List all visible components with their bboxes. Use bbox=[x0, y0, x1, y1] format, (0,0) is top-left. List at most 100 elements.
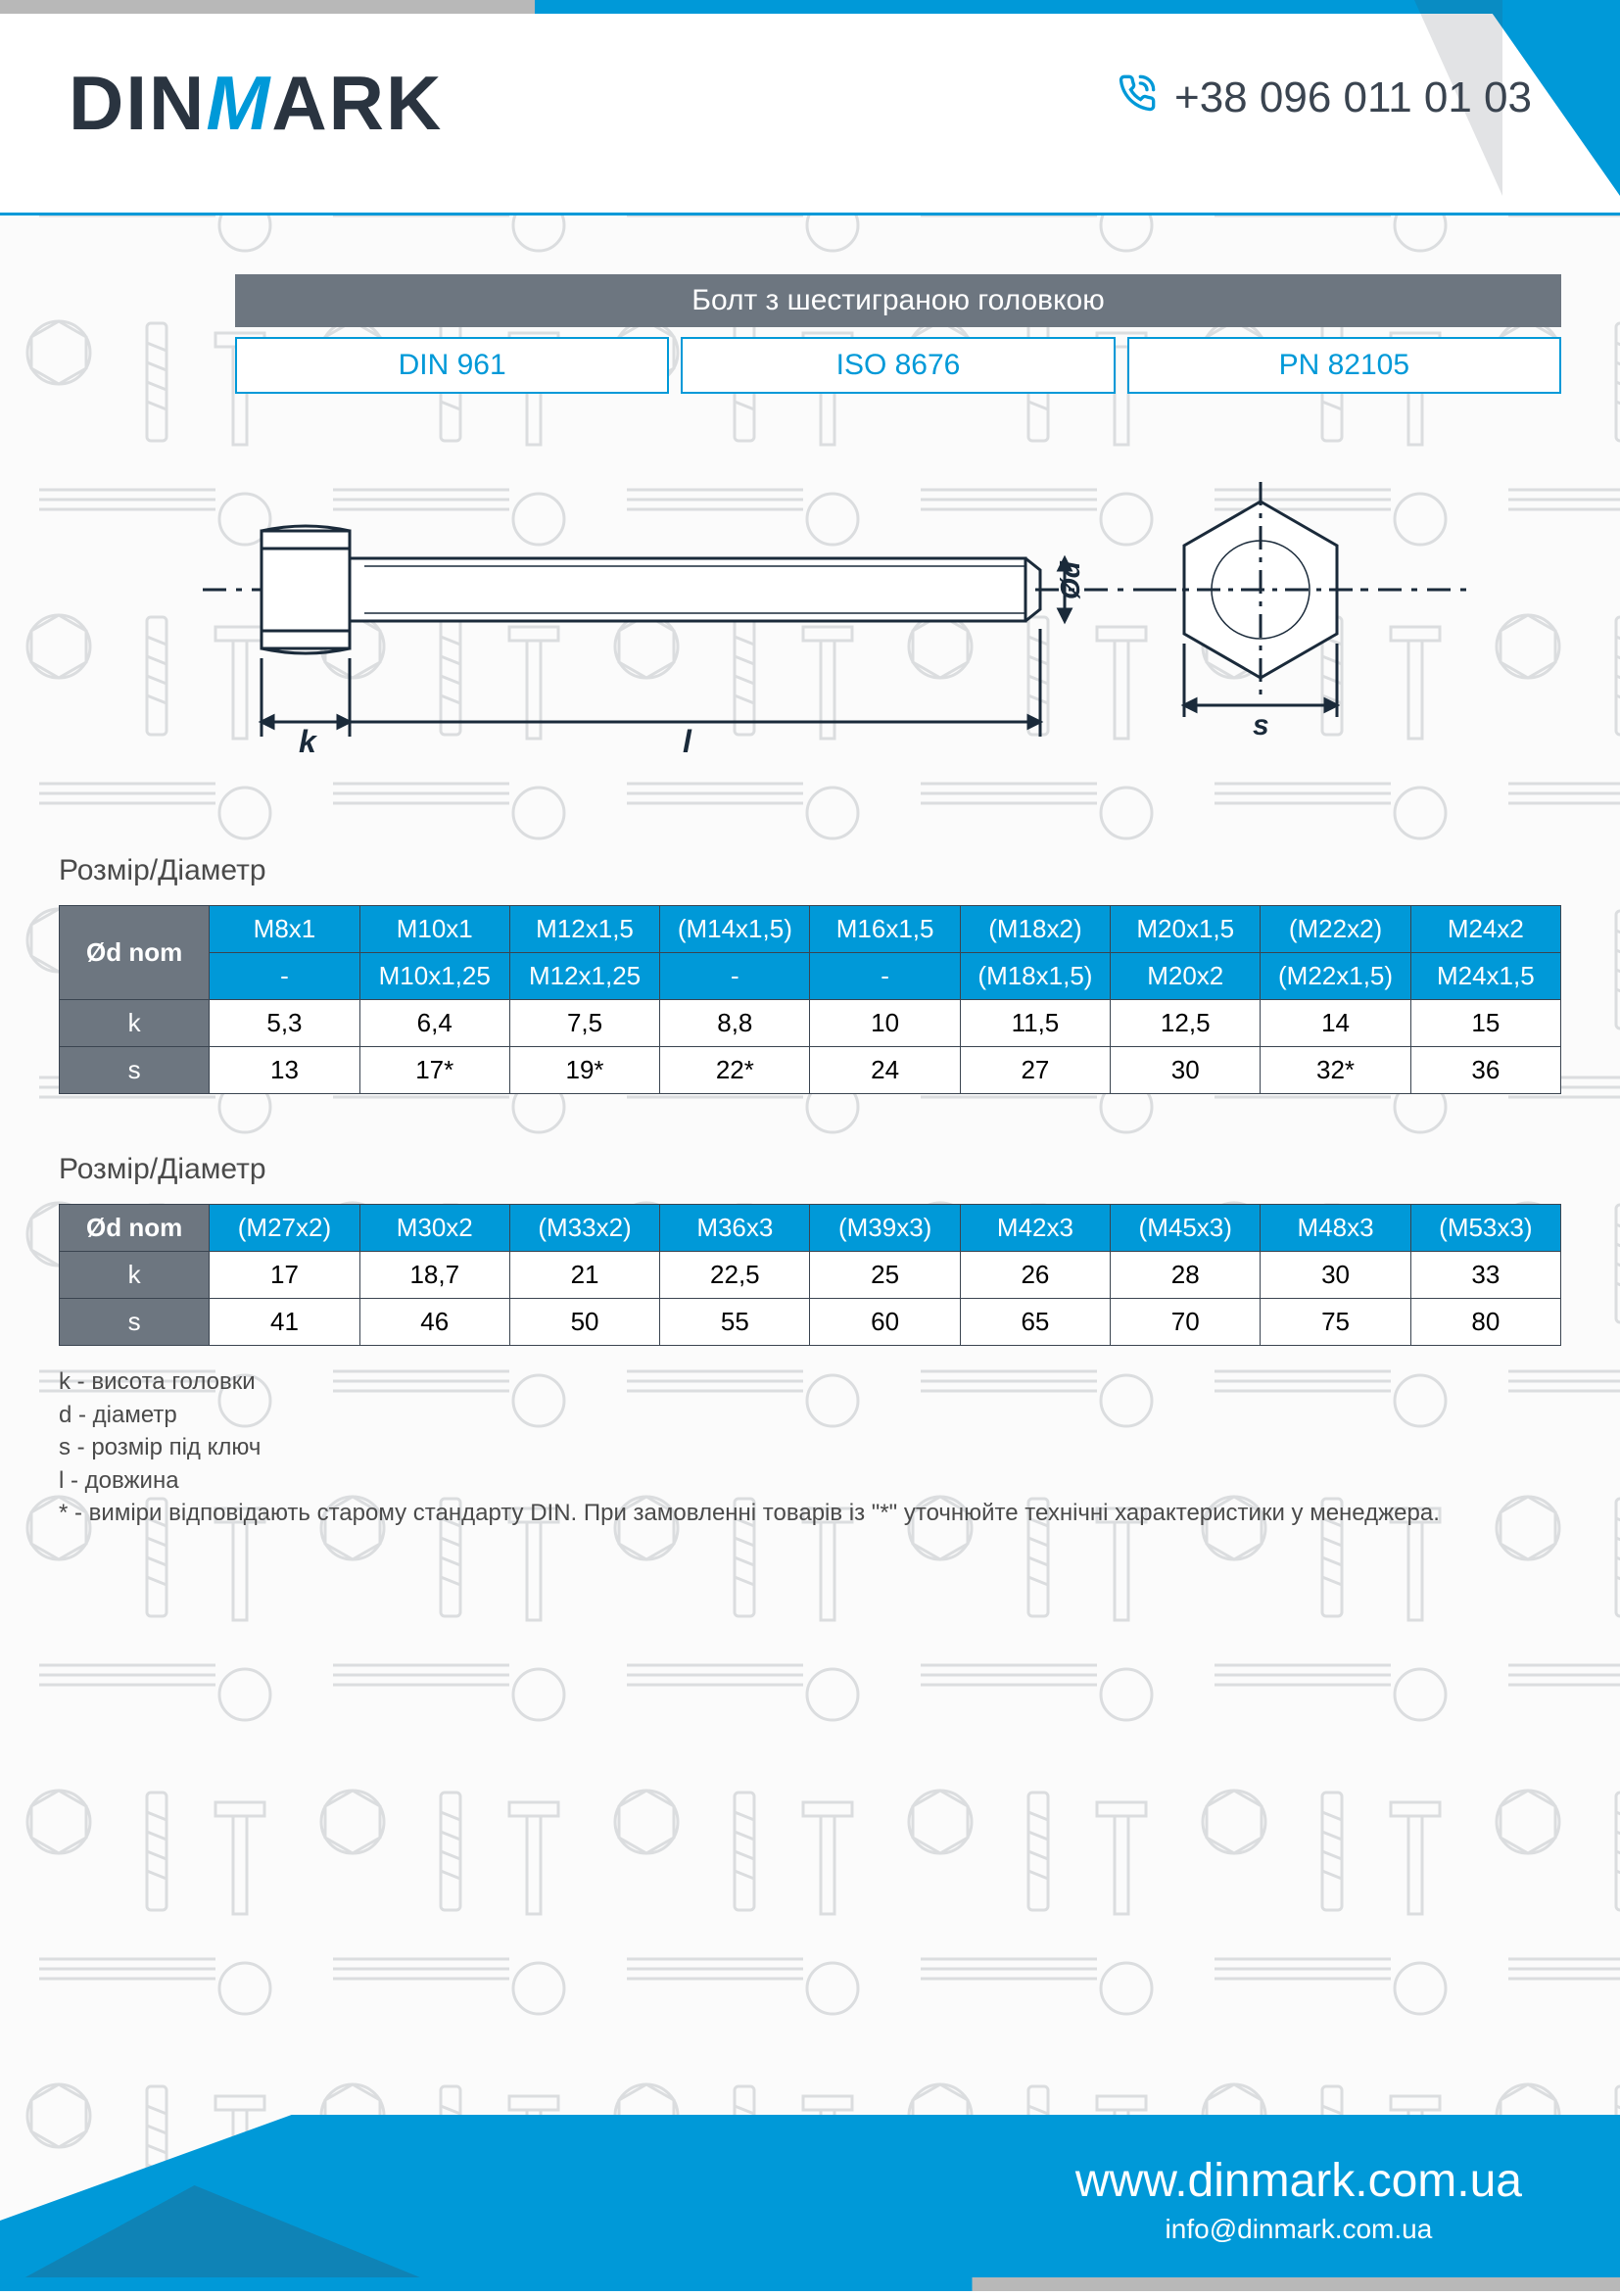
standard-cell: ISO 8676 bbox=[681, 337, 1115, 394]
row-label: s bbox=[60, 1047, 210, 1094]
col-header: (M14x1,5) bbox=[660, 906, 810, 953]
logo-text-m: M bbox=[206, 60, 271, 146]
table-row: k 5,3 6,4 7,5 8,8 10 11,5 12,5 14 15 bbox=[60, 1000, 1561, 1047]
logo-text-pre: DIN bbox=[69, 60, 206, 146]
row-label: k bbox=[60, 1252, 210, 1299]
cell: 28 bbox=[1111, 1252, 1261, 1299]
col-header: (M18x2) bbox=[960, 906, 1110, 953]
section-label-1: Розмір/Діаметр bbox=[59, 854, 1620, 887]
cell: 24 bbox=[810, 1047, 960, 1094]
dim-label-s: s bbox=[1253, 709, 1269, 741]
cell: 60 bbox=[810, 1299, 960, 1346]
table-row: Ød nom M8x1 M10x1 M12x1,5 (M14x1,5) M16x… bbox=[60, 906, 1561, 953]
dim-label-l: l bbox=[683, 724, 692, 759]
cell: 18,7 bbox=[359, 1252, 509, 1299]
cell: 12,5 bbox=[1111, 1000, 1261, 1047]
col-header: M10x1 bbox=[359, 906, 509, 953]
row-label: s bbox=[60, 1299, 210, 1346]
row-label: k bbox=[60, 1000, 210, 1047]
table-corner: Ød nom bbox=[60, 906, 210, 1000]
table-row: k 17 18,7 21 22,5 25 26 28 30 33 bbox=[60, 1252, 1561, 1299]
footer: www.dinmark.com.ua info@dinmark.com.ua bbox=[0, 2115, 1620, 2291]
col-header: M36x3 bbox=[660, 1205, 810, 1252]
col-header: (M18x1,5) bbox=[960, 953, 1110, 1000]
cell: 26 bbox=[960, 1252, 1110, 1299]
col-header: M30x2 bbox=[359, 1205, 509, 1252]
col-header: M24x2 bbox=[1410, 906, 1560, 953]
logo: DINMARK bbox=[69, 59, 443, 148]
col-header: M20x2 bbox=[1111, 953, 1261, 1000]
legend-line: l - довжина bbox=[59, 1464, 1561, 1498]
standard-cell: PN 82105 bbox=[1127, 337, 1561, 394]
cell: 6,4 bbox=[359, 1000, 509, 1047]
section-label-2: Розмір/Діаметр bbox=[59, 1153, 1620, 1186]
standards-row: DIN 961 ISO 8676 PN 82105 bbox=[235, 337, 1561, 394]
col-header: (M22x1,5) bbox=[1261, 953, 1410, 1000]
header-top-stripe bbox=[0, 0, 1620, 14]
table-row: s 13 17* 19* 22* 24 27 30 32* 36 bbox=[60, 1047, 1561, 1094]
phone-block: +38 096 011 01 03 bbox=[1118, 73, 1532, 122]
cell: 32* bbox=[1261, 1047, 1410, 1094]
legend-line: k - висота головки bbox=[59, 1365, 1561, 1399]
footer-text: www.dinmark.com.ua info@dinmark.com.ua bbox=[1075, 2154, 1522, 2245]
col-header: (M27x2) bbox=[210, 1205, 359, 1252]
cell: 70 bbox=[1111, 1299, 1261, 1346]
legend-line: * - виміри відповідають старому стандарт… bbox=[59, 1497, 1561, 1530]
table-corner: Ød nom bbox=[60, 1205, 210, 1252]
phone-icon bbox=[1118, 73, 1157, 122]
col-header: M8x1 bbox=[210, 906, 359, 953]
cell: 65 bbox=[960, 1299, 1110, 1346]
cell: 7,5 bbox=[509, 1000, 659, 1047]
cell: 17* bbox=[359, 1047, 509, 1094]
cell: 46 bbox=[359, 1299, 509, 1346]
cell: 11,5 bbox=[960, 1000, 1110, 1047]
table-row: - M10x1,25 M12x1,25 - - (M18x1,5) M20x2 … bbox=[60, 953, 1561, 1000]
col-header: - bbox=[810, 953, 960, 1000]
col-header: (M53x3) bbox=[1410, 1205, 1560, 1252]
footer-url: www.dinmark.com.ua bbox=[1075, 2154, 1522, 2208]
col-header: (M45x3) bbox=[1111, 1205, 1261, 1252]
logo-text-post: ARK bbox=[271, 60, 443, 146]
title-block: Болт з шестиграною головкою DIN 961 ISO … bbox=[235, 274, 1561, 394]
cell: 50 bbox=[509, 1299, 659, 1346]
cell: 41 bbox=[210, 1299, 359, 1346]
cell: 8,8 bbox=[660, 1000, 810, 1047]
col-header: M12x1,25 bbox=[509, 953, 659, 1000]
technical-drawing: k l Ød s bbox=[196, 462, 1483, 795]
cell: 22,5 bbox=[660, 1252, 810, 1299]
standard-cell: DIN 961 bbox=[235, 337, 669, 394]
cell: 25 bbox=[810, 1252, 960, 1299]
col-header: M24x1,5 bbox=[1410, 953, 1560, 1000]
col-header: M16x1,5 bbox=[810, 906, 960, 953]
footer-email: info@dinmark.com.ua bbox=[1075, 2214, 1522, 2245]
cell: 17 bbox=[210, 1252, 359, 1299]
col-header: M42x3 bbox=[960, 1205, 1110, 1252]
cell: 21 bbox=[509, 1252, 659, 1299]
cell: 19* bbox=[509, 1047, 659, 1094]
table-row: Ød nom (M27x2) M30x2 (M33x2) M36x3 (M39x… bbox=[60, 1205, 1561, 1252]
col-header: (M33x2) bbox=[509, 1205, 659, 1252]
col-header: M12x1,5 bbox=[509, 906, 659, 953]
col-header: (M22x2) bbox=[1261, 906, 1410, 953]
cell: 27 bbox=[960, 1047, 1110, 1094]
dim-label-od: Ød bbox=[1055, 560, 1085, 599]
cell: 33 bbox=[1410, 1252, 1560, 1299]
spec-table-2: Ød nom (M27x2) M30x2 (M33x2) M36x3 (M39x… bbox=[59, 1204, 1561, 1346]
cell: 14 bbox=[1261, 1000, 1410, 1047]
table-row: s 41 46 50 55 60 65 70 75 80 bbox=[60, 1299, 1561, 1346]
phone-number: +38 096 011 01 03 bbox=[1174, 73, 1532, 122]
col-header: M48x3 bbox=[1261, 1205, 1410, 1252]
col-header: (M39x3) bbox=[810, 1205, 960, 1252]
dim-label-k: k bbox=[299, 724, 318, 759]
product-title: Болт з шестиграною головкою bbox=[235, 274, 1561, 327]
cell: 13 bbox=[210, 1047, 359, 1094]
col-header: - bbox=[660, 953, 810, 1000]
cell: 5,3 bbox=[210, 1000, 359, 1047]
cell: 75 bbox=[1261, 1299, 1410, 1346]
cell: 30 bbox=[1261, 1252, 1410, 1299]
cell: 30 bbox=[1111, 1047, 1261, 1094]
cell: 55 bbox=[660, 1299, 810, 1346]
col-header: M10x1,25 bbox=[359, 953, 509, 1000]
legend: k - висота головки d - діаметр s - розмі… bbox=[59, 1365, 1561, 1530]
spec-table-1: Ød nom M8x1 M10x1 M12x1,5 (M14x1,5) M16x… bbox=[59, 905, 1561, 1094]
